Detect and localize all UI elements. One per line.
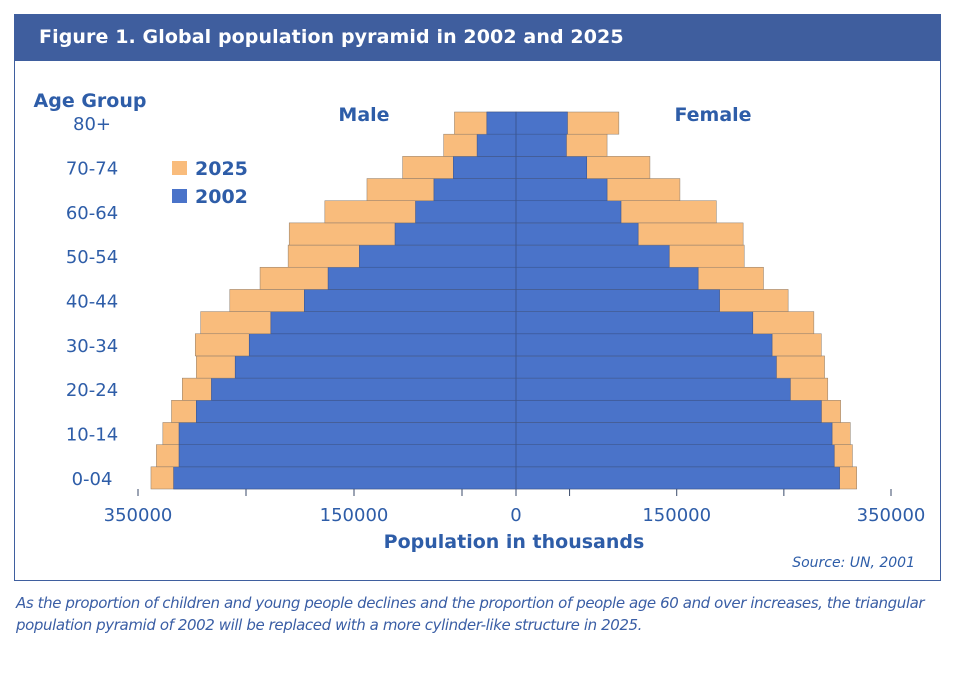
x-tick-label: 150000	[320, 505, 389, 526]
y-tick-label-60-64: 60-64	[66, 203, 118, 224]
bar-2002-female-80+	[515, 111, 568, 135]
y-tick-label-10-14: 10-14	[66, 425, 118, 446]
bar-2002-male-35-39	[270, 311, 517, 335]
female-side-label: Female	[674, 104, 751, 126]
y-tick-label-70-74: 70-74	[66, 158, 118, 179]
y-tick-label-40-44: 40-44	[66, 292, 118, 313]
bar-2002-male-40-44	[304, 289, 517, 312]
bar-2002-male-0-04	[173, 466, 517, 490]
y-tick-label-0-04: 0-04	[72, 469, 113, 490]
legend-swatch-2025	[172, 161, 187, 175]
legend-label-2025: 2025	[195, 158, 248, 180]
x-tick-label: 150000	[642, 505, 711, 526]
bar-2002-male-70-74	[453, 156, 517, 179]
bar-2002-female-75-79	[515, 133, 567, 157]
x-tick-label: 350000	[104, 505, 173, 526]
y-tick-label-30-34: 30-34	[66, 336, 118, 357]
bar-2002-female-60-64	[515, 200, 622, 224]
y-tick-label-80+: 80+	[73, 114, 111, 135]
x-axis-title: Population in thousands	[384, 531, 645, 553]
source-note: Source: UN, 2001	[792, 555, 915, 571]
bar-2002-male-80+	[486, 111, 517, 135]
bar-2002-female-50-54	[515, 244, 670, 268]
x-tick-label: 0	[510, 505, 521, 526]
bar-2002-female-30-34	[515, 333, 773, 357]
figure-title: Figure 1. Global population pyramid in 2…	[39, 26, 624, 48]
bar-2002-male-30-34	[248, 333, 517, 357]
bar-2002-female-55-59	[515, 222, 639, 246]
x-tick-label: 350000	[857, 505, 926, 526]
bar-2002-female-5-09	[515, 444, 835, 468]
bar-2002-female-0-04	[515, 466, 840, 490]
population-pyramid-chart: 0-04 10-14 20-24 30-34 40-44 50-54 60-64 70-74 8…	[34, 90, 926, 571]
legend: 2025 2002	[172, 158, 248, 208]
bar-2002-male-10-14	[178, 422, 517, 445]
bar-2002-male-50-54	[359, 244, 517, 268]
legend-label-2002: 2002	[195, 186, 248, 208]
legend-swatch-2002	[172, 189, 187, 203]
bar-2002-female-65-69	[515, 178, 608, 202]
bar-2002-male-45-49	[327, 266, 517, 290]
bar-2002-male-25-29	[234, 355, 517, 379]
y-axis-title: Age Group	[34, 90, 147, 112]
bar-2002-female-40-44	[515, 289, 720, 312]
bar-2002-male-20-24	[211, 377, 517, 401]
bar-2002-female-70-74	[515, 156, 588, 179]
y-tick-label-20-24: 20-24	[66, 380, 118, 401]
bar-2002-female-45-49	[515, 266, 699, 290]
male-side-label: Male	[338, 104, 389, 126]
figure-caption: As the proportion of children and young …	[16, 594, 925, 634]
bar-2002-female-10-14	[515, 422, 833, 445]
bar-2002-male-65-69	[433, 178, 517, 202]
bar-2002-female-25-29	[515, 355, 777, 379]
bar-2002-male-60-64	[415, 200, 517, 224]
bar-2002-female-20-24	[515, 377, 791, 401]
bar-2002-male-5-09	[178, 444, 517, 468]
bar-2002-male-15-19	[196, 399, 517, 423]
bar-2002-female-15-19	[515, 399, 822, 423]
bar-2002-male-55-59	[394, 222, 517, 246]
title-bar: Figure 1. Global population pyramid in 2…	[15, 15, 940, 61]
y-tick-label-50-54: 50-54	[66, 247, 118, 268]
bar-2002-male-75-79	[476, 133, 517, 157]
bar-2002-female-35-39	[515, 311, 754, 335]
